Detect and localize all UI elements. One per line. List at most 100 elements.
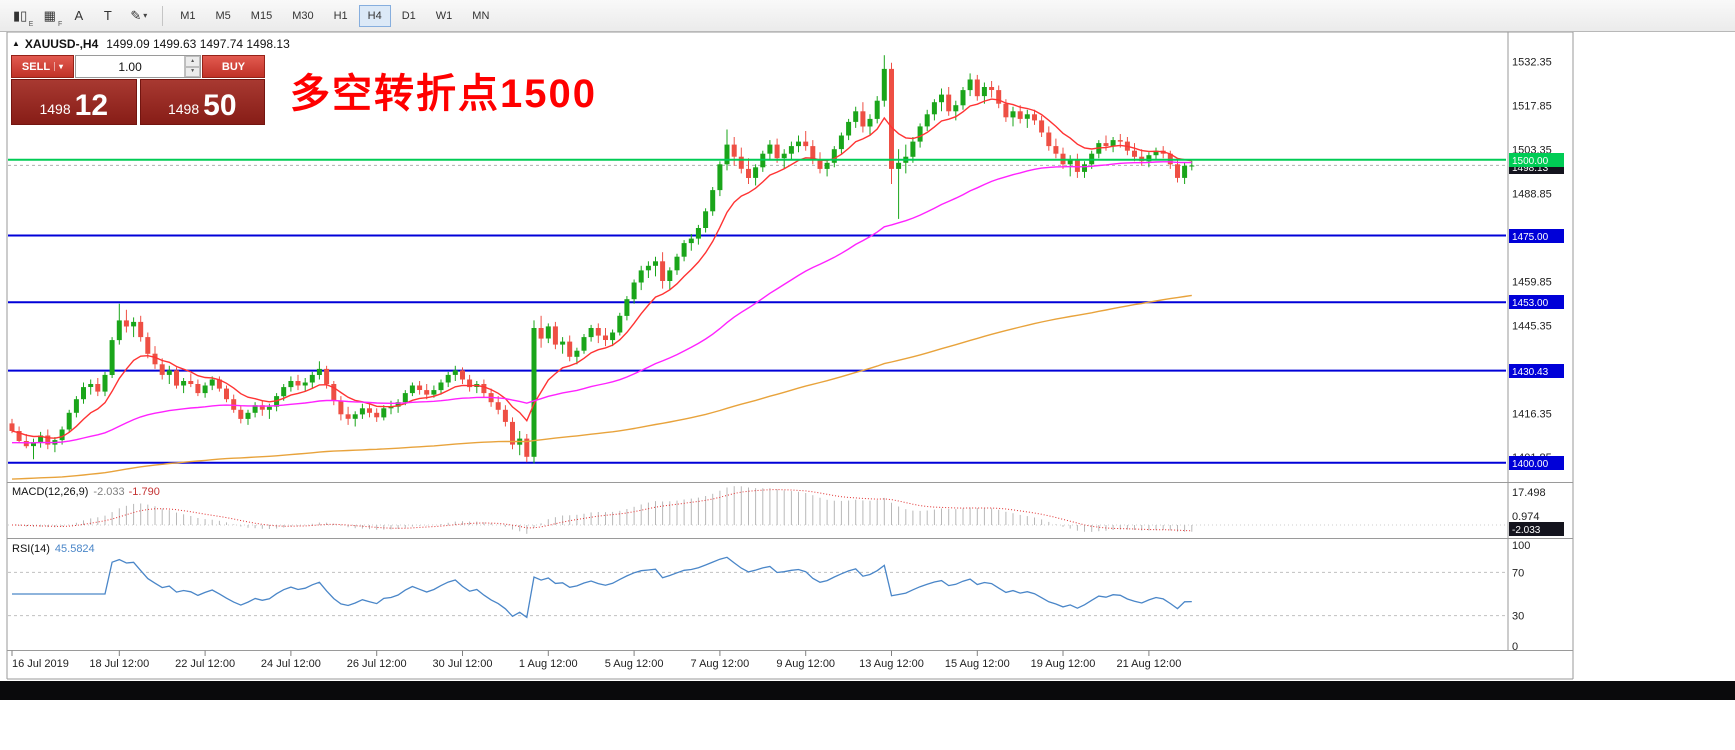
svg-text:1453.00: 1453.00 xyxy=(1512,298,1549,309)
macd-signal-value: -1.790 xyxy=(128,486,160,498)
svg-text:16 Jul 2019: 16 Jul 2019 xyxy=(12,658,69,670)
svg-text:1430.43: 1430.43 xyxy=(1512,367,1549,378)
macd-panel: 17.498 0.974 -2.033 xyxy=(8,486,1564,536)
timeframe-H1-button[interactable]: H1 xyxy=(325,5,357,27)
sell-price-pips: 12 xyxy=(74,88,109,122)
svg-text:18 Jul 12:00: 18 Jul 12:00 xyxy=(89,658,149,670)
chart-grid-tool-button[interactable]: ▦ F xyxy=(36,4,63,28)
toolbar-tools-group: ▮▯ E ▦ F A T ✎ ▾ xyxy=(6,4,154,28)
rsi-panel: 100 70 30 0 xyxy=(8,540,1530,653)
toolbar: ▮▯ E ▦ F A T ✎ ▾ M1 M5 M15 M30 H1 H4 D1 W1 MN xyxy=(0,0,1735,32)
svg-text:-2.033: -2.033 xyxy=(1512,525,1541,536)
chart-candlestick-tool-icon: ▮▯ xyxy=(13,7,28,23)
volume-input[interactable] xyxy=(76,56,185,77)
svg-text:1498.13: 1498.13 xyxy=(1512,163,1549,174)
support-resistance-lines[interactable] xyxy=(8,234,1506,464)
svg-text:17.498: 17.498 xyxy=(1512,487,1546,499)
ma-fast-line xyxy=(11,98,1192,439)
svg-text:5 Aug 12:00: 5 Aug 12:00 xyxy=(605,658,664,670)
text-label-tool-icon: A xyxy=(74,8,84,23)
toolbar-separator xyxy=(162,5,164,26)
svg-text:1 Aug 12:00: 1 Aug 12:00 xyxy=(519,658,578,670)
text-box-tool-button[interactable]: T xyxy=(94,4,121,28)
svg-text:7 Aug 12:00: 7 Aug 12:00 xyxy=(691,658,750,670)
svg-text:9 Aug 12:00: 9 Aug 12:00 xyxy=(776,658,835,670)
one-click-trading-panel: SELL ▾ ▲ ▼ BUY 1498 12 1498 50 xyxy=(11,55,265,125)
svg-text:1517.85: 1517.85 xyxy=(1512,101,1552,113)
volume-increase-button[interactable]: ▲ xyxy=(185,56,200,67)
ohlc-values: 1499.09 1499.63 1497.74 1498.13 xyxy=(106,37,290,51)
rsi-name: RSI(14) xyxy=(12,543,50,555)
chart-grid-tool-icon: ▦ xyxy=(43,7,56,23)
timeframe-H4-button[interactable]: H4 xyxy=(358,4,391,27)
buy-button-label: BUY xyxy=(221,60,246,73)
svg-text:13 Aug 12:00: 13 Aug 12:00 xyxy=(859,658,924,670)
sell-price-display[interactable]: 1498 12 xyxy=(11,79,137,125)
buy-price-main: 1498 xyxy=(167,101,200,117)
macd-indicator-label: MACD(12,26,9) -2.033 -1.790 xyxy=(12,486,160,498)
draw-tools-dropdown-icon: ▾ xyxy=(143,11,148,20)
price-axis[interactable]: 1532.351517.851503.351488.851459.851445.… xyxy=(1509,57,1564,470)
symbol-info: ▲ XAUUSD-,H4 1499.09 1499.63 1497.74 1498.… xyxy=(12,37,290,51)
sell-button-label: SELL xyxy=(21,60,51,73)
volume-input-wrap: ▲ ▼ xyxy=(75,55,201,78)
timeframe-M15-button[interactable]: M15 xyxy=(242,5,281,27)
chart-grid-tool-sub-label: F xyxy=(58,20,63,28)
chart-candlestick-tool-button[interactable]: ▮▯ E xyxy=(6,4,34,28)
trade-prices-row: 1498 12 1498 50 xyxy=(11,79,265,125)
ma-medium-line xyxy=(12,161,1192,444)
svg-text:21 Aug 12:00: 21 Aug 12:00 xyxy=(1116,658,1181,670)
text-box-tool-icon: T xyxy=(103,8,112,23)
svg-text:100: 100 xyxy=(1512,540,1530,552)
svg-text:30 Jul 12:00: 30 Jul 12:00 xyxy=(433,658,493,670)
oneclick-collapse-arrow-icon[interactable]: ▲ xyxy=(12,39,20,48)
timeframe-W1-button[interactable]: W1 xyxy=(427,5,462,27)
timeframe-buttons-group: M1 M5 M15 M30 H1 H4 D1 W1 MN xyxy=(171,4,498,27)
svg-text:15 Aug 12:00: 15 Aug 12:00 xyxy=(945,658,1010,670)
svg-text:24 Jul 12:00: 24 Jul 12:00 xyxy=(261,658,321,670)
buy-price-display[interactable]: 1498 50 xyxy=(139,79,265,125)
svg-text:1532.35: 1532.35 xyxy=(1512,57,1552,69)
sell-button[interactable]: SELL ▾ xyxy=(11,55,74,78)
window-bottom-bar xyxy=(0,681,1735,700)
rsi-value: 45.5824 xyxy=(54,543,95,555)
time-axis[interactable]: 16 Jul 2019 18 Jul 12:00 22 Jul 12:00 24 Ju… xyxy=(11,650,1181,671)
svg-text:1475.00: 1475.00 xyxy=(1512,232,1549,243)
volume-decrease-button[interactable]: ▼ xyxy=(185,66,200,77)
macd-name: MACD(12,26,9) xyxy=(12,486,89,498)
sell-price-main: 1498 xyxy=(39,101,71,117)
timeframe-MN-button[interactable]: MN xyxy=(463,5,498,27)
svg-text:1445.35: 1445.35 xyxy=(1512,320,1552,332)
text-label-tool-button[interactable]: A xyxy=(65,4,92,28)
svg-text:0.974: 0.974 xyxy=(1512,511,1540,523)
svg-text:1488.85: 1488.85 xyxy=(1512,189,1552,201)
volume-spinner: ▲ ▼ xyxy=(184,56,200,77)
svg-text:30: 30 xyxy=(1512,611,1524,623)
timeframe-M5-button[interactable]: M5 xyxy=(207,5,240,27)
ma-slow-line xyxy=(11,294,1192,480)
chart-candlestick-tool-sub-label: E xyxy=(28,20,34,28)
chart-window-frame xyxy=(6,31,1574,680)
draw-tools-button[interactable]: ✎ ▾ xyxy=(123,4,154,28)
timeframe-M30-button[interactable]: M30 xyxy=(283,5,322,27)
macd-main-value: -2.033 xyxy=(93,486,125,498)
timeframe-M1-button[interactable]: M1 xyxy=(171,5,204,27)
svg-text:26 Jul 12:00: 26 Jul 12:00 xyxy=(347,658,407,670)
svg-text:1500.00: 1500.00 xyxy=(1512,156,1549,167)
chart-annotation-text[interactable]: 多空转折点1500 xyxy=(290,72,597,116)
rsi-indicator-label: RSI(14) 45.5824 xyxy=(12,543,95,555)
buy-price-pips: 50 xyxy=(203,88,237,122)
svg-text:22 Jul 12:00: 22 Jul 12:00 xyxy=(175,658,235,670)
trade-buttons-row: SELL ▾ ▲ ▼ BUY xyxy=(11,55,265,78)
svg-text:0: 0 xyxy=(1512,641,1518,653)
svg-text:1400.00: 1400.00 xyxy=(1512,459,1549,470)
timeframe-D1-button[interactable]: D1 xyxy=(393,5,425,27)
buy-button[interactable]: BUY xyxy=(202,55,265,78)
symbol-name: XAUUSD-,H4 xyxy=(24,37,99,51)
svg-text:19 Aug 12:00: 19 Aug 12:00 xyxy=(1031,658,1096,670)
sell-dropdown-caret-icon: ▾ xyxy=(54,62,63,71)
svg-text:70: 70 xyxy=(1512,567,1524,579)
draw-tools-icon: ✎ xyxy=(130,7,142,23)
